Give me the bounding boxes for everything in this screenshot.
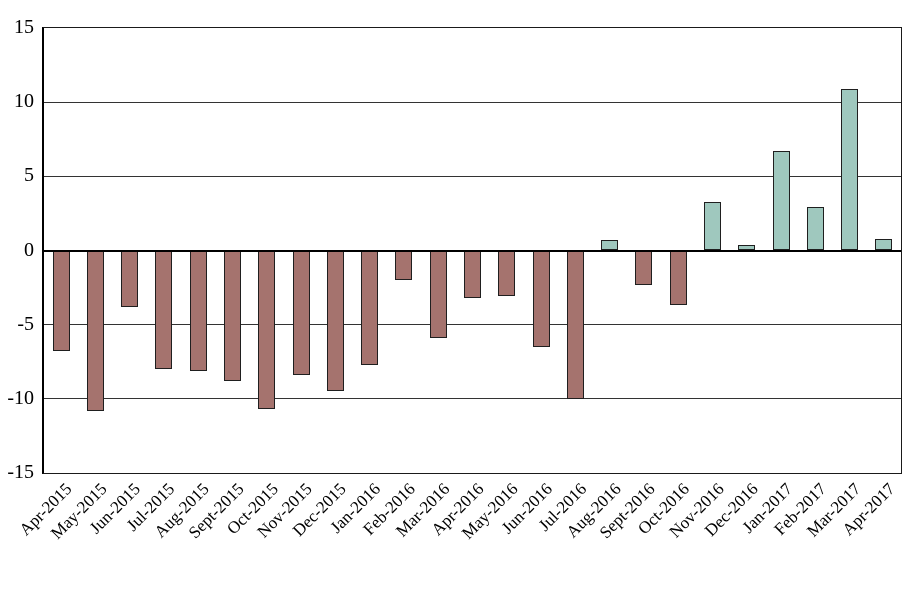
bar-Jun-2016 — [532, 250, 550, 347]
gridline--10 — [44, 398, 901, 400]
bar-Nov-2016 — [703, 201, 721, 251]
bar-Mar-2016 — [429, 250, 447, 339]
y-tick-label-0: 0 — [24, 238, 34, 261]
bar-May-2015 — [86, 250, 104, 411]
y-tick-label-5: 5 — [24, 164, 34, 187]
bar-Apr-2016 — [464, 250, 481, 298]
bar-Feb-2017 — [806, 207, 824, 251]
bar-Aug-2015 — [189, 250, 207, 371]
gridline--5 — [44, 324, 901, 326]
bar-Oct-2016 — [669, 250, 687, 306]
y-tick-label--10: -10 — [7, 386, 34, 409]
gridline-5 — [44, 175, 901, 177]
gridline-10 — [44, 101, 901, 103]
bar-Mar-2017 — [841, 88, 859, 251]
bar-Apr-2015 — [52, 250, 70, 352]
y-tick-label-10: 10 — [14, 90, 34, 113]
bar-Feb-2016 — [395, 250, 413, 281]
bar-Jan-2017 — [772, 151, 790, 251]
bar-Sept-2016 — [635, 250, 653, 285]
bar-Dec-2015 — [326, 250, 344, 392]
bar-Sept-2015 — [224, 250, 242, 382]
y-tick-label--5: -5 — [17, 312, 34, 335]
bar-Jul-2015 — [155, 250, 173, 370]
plot-area — [42, 27, 902, 474]
y-tick-label-15: 15 — [14, 16, 34, 38]
bar-Jun-2015 — [121, 250, 139, 307]
bar-Jan-2016 — [361, 250, 379, 365]
bar-Oct-2015 — [258, 250, 276, 410]
bar-Nov-2015 — [292, 250, 310, 376]
bar-May-2016 — [498, 250, 516, 297]
bar-Jul-2016 — [566, 250, 584, 399]
zero-axis-line — [44, 249, 901, 252]
y-tick-label--15: -15 — [7, 461, 34, 483]
